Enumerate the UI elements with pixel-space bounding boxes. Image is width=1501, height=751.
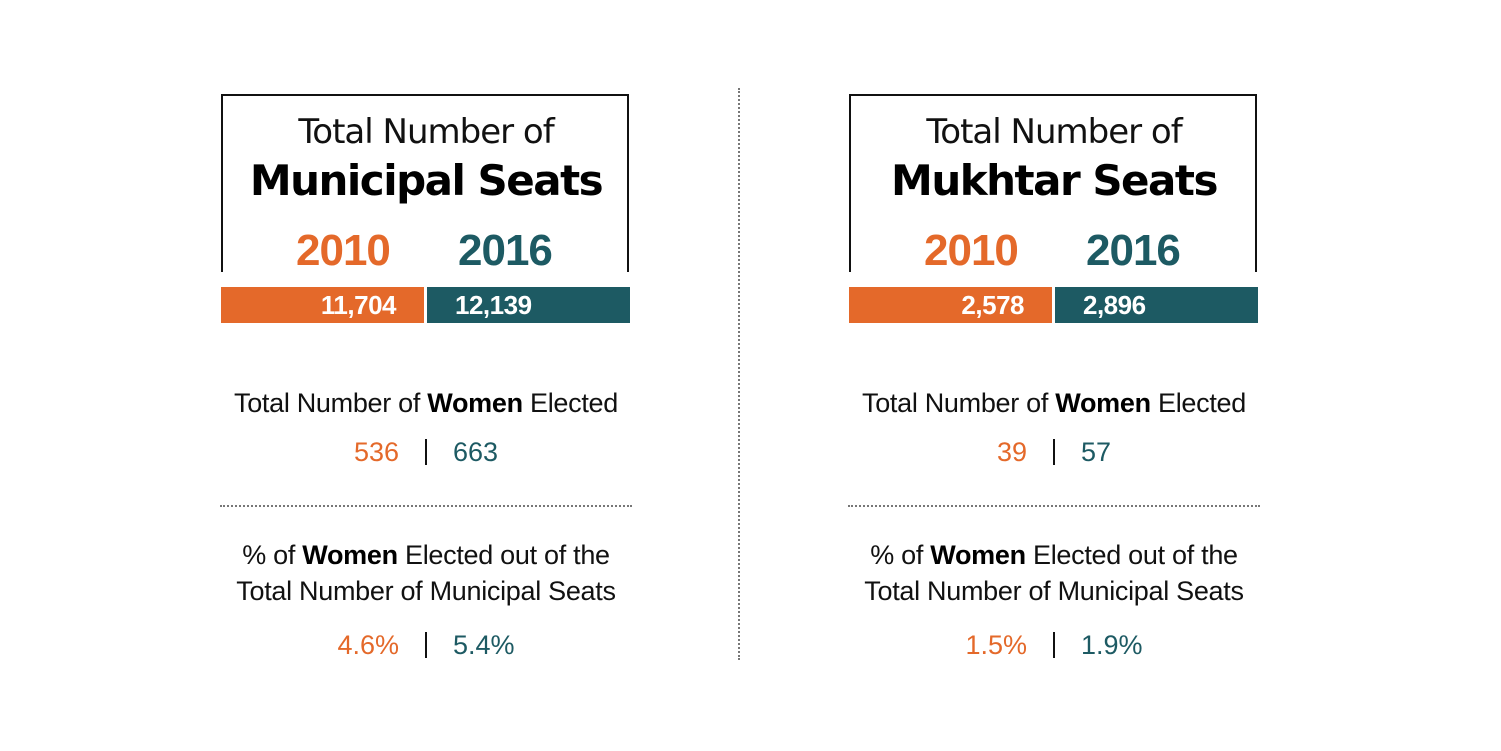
women-elected-values: 39 57 (848, 437, 1260, 468)
value-separator (425, 632, 427, 658)
title-frame (221, 94, 629, 272)
percent-2010-value: 1.5% (965, 630, 1027, 660)
women-elected-values: 536 663 (220, 437, 632, 468)
municipal-seats-panel: Total Number of Municipal Seats 2010 201… (220, 0, 632, 751)
seats-2010-bar: 2,578 (849, 287, 1052, 323)
women-percent-values: 1.5% 1.9% (848, 630, 1260, 661)
panel-title-line1: Total Number of (926, 112, 1182, 152)
section-divider (848, 505, 1260, 507)
section-divider (220, 505, 632, 507)
women-2016-value: 663 (453, 437, 499, 467)
panel-title-line2: Municipal Seats (249, 156, 604, 205)
percent-2010-value: 4.6% (337, 630, 399, 660)
women-percent-values: 4.6% 5.4% (220, 630, 632, 661)
seats-2016-bar: 12,139 (427, 287, 630, 323)
year-2016-label: 2016 (458, 226, 553, 275)
women-percent-label: % of Women Elected out of the Total Numb… (236, 540, 616, 606)
year-2010-label: 2010 (924, 226, 1019, 275)
seats-2010-bar: 11,704 (221, 287, 424, 323)
year-2016-label: 2016 (1086, 226, 1181, 275)
mukhtar-seats-panel: Total Number of Mukhtar Seats 2010 2016 … (848, 0, 1260, 751)
percent-2016-value: 5.4% (453, 630, 515, 660)
seats-2016-bar: 2,896 (1055, 287, 1258, 323)
panel-title-line2: Mukhtar Seats (891, 156, 1218, 205)
women-elected-label: Total Number of Women Elected (234, 388, 618, 418)
center-divider (738, 88, 740, 660)
women-percent-label: % of Women Elected out of the Total Numb… (864, 540, 1244, 606)
value-separator (1053, 632, 1055, 658)
women-2010-value: 39 (996, 437, 1027, 467)
value-separator (425, 439, 427, 465)
title-frame (849, 94, 1257, 272)
panel-title-line1: Total Number of (298, 112, 554, 152)
women-2010-value: 536 (353, 437, 399, 467)
women-elected-label: Total Number of Women Elected (862, 388, 1246, 418)
value-separator (1053, 439, 1055, 465)
women-2016-value: 57 (1081, 437, 1112, 467)
year-2010-label: 2010 (296, 226, 391, 275)
percent-2016-value: 1.9% (1081, 630, 1143, 660)
